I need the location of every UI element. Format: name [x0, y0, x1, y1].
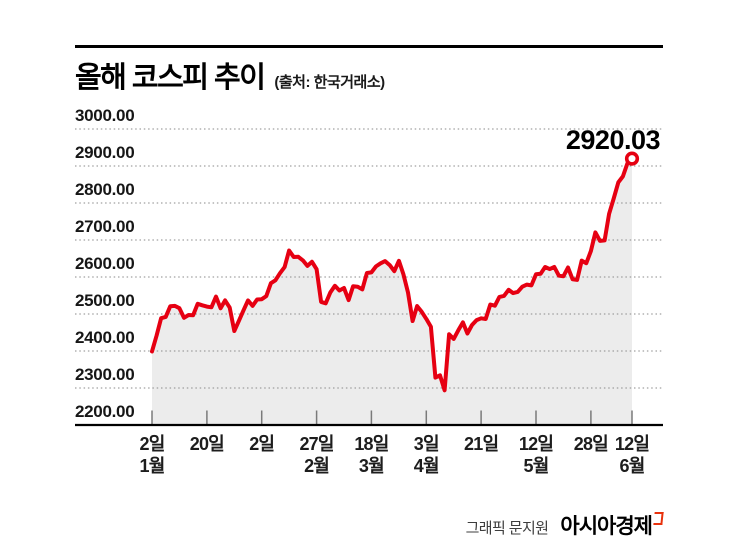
- x-tick-label-day: 2일: [139, 434, 166, 454]
- x-tick-label-day: 3일: [413, 434, 440, 454]
- end-value-label: 2920.03: [565, 125, 661, 155]
- y-axis-label: 2200.00: [75, 402, 135, 421]
- y-axis-label: 2300.00: [75, 365, 135, 384]
- credit-text: 그래픽 문지원: [465, 520, 549, 537]
- x-tick-label-month: 5월: [523, 456, 550, 476]
- x-tick-label-month: 2월: [304, 456, 330, 476]
- x-tick-label-day: 18일: [354, 434, 389, 454]
- y-axis-label: 2600.00: [75, 254, 135, 273]
- top-rule: [75, 45, 663, 48]
- x-tick-label-day: 21일: [464, 434, 499, 454]
- x-tick-label-day: 27일: [299, 434, 334, 454]
- brand-logo-mark: [653, 512, 664, 525]
- x-tick-label-day: 2일: [249, 434, 275, 454]
- y-axis-label: 2900.00: [75, 143, 135, 162]
- brand-logo-text: 아시아경제: [560, 515, 653, 538]
- kospi-line: [150, 156, 634, 393]
- end-point-marker: [624, 151, 640, 166]
- x-tick-label-day: 12일: [614, 434, 650, 454]
- chart-source-label: (출처: 한국거래소): [274, 74, 385, 91]
- footer-credit: 그래픽 문지원 아시아경제: [75, 510, 664, 540]
- x-tick-label-month: 6월: [619, 456, 646, 476]
- y-axis-label: 2700.00: [75, 217, 135, 236]
- title-row: 올해 코스피 추이 (출처: 한국거래소): [75, 54, 385, 96]
- y-axis-label: 3000.00: [75, 106, 135, 125]
- kospi-area-fill: [152, 158, 632, 425]
- x-tick-label-month: 1월: [139, 456, 166, 476]
- x-tick-label-month: 4월: [413, 456, 440, 476]
- y-axis-label: 2500.00: [75, 291, 135, 310]
- x-tick-label-day: 28일: [573, 434, 609, 454]
- x-tick-label-day: 12일: [518, 434, 554, 454]
- x-tick-label-month: 3월: [358, 456, 385, 476]
- y-axis-label: 2400.00: [75, 328, 135, 347]
- x-tick-label-day: 20일: [189, 434, 225, 454]
- chart-title: 올해 코스피 추이: [75, 62, 266, 94]
- y-axis-label: 2800.00: [75, 180, 135, 199]
